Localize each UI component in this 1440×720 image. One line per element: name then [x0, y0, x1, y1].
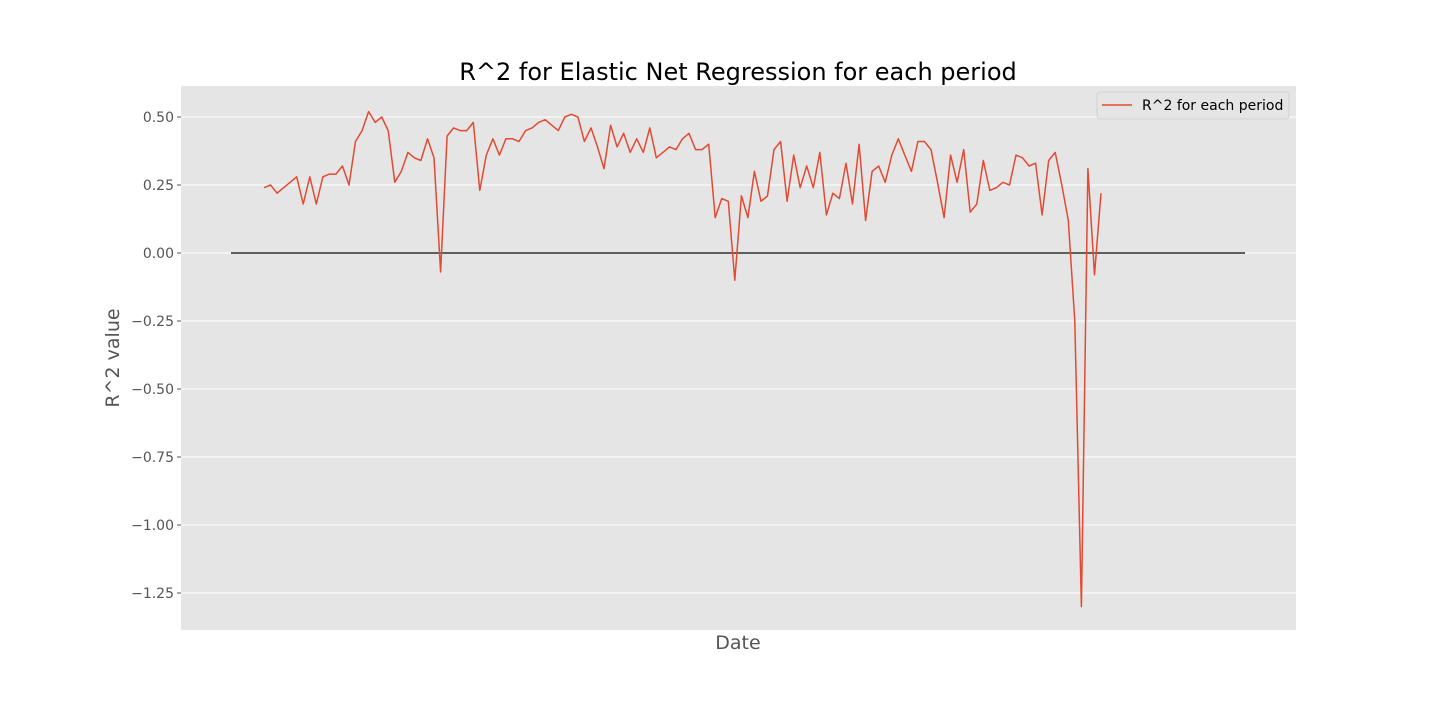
- y-tick-label: −0.50: [131, 382, 174, 398]
- series-line: [263, 110, 1102, 608]
- y-tick-label: −1.00: [131, 518, 174, 534]
- y-axis-label: R^2 value: [102, 308, 124, 407]
- y-tick-label: 0.25: [143, 178, 174, 194]
- y-tick-label: −0.75: [131, 450, 174, 466]
- y-tick-label: 0.00: [143, 246, 174, 262]
- series-group: [263, 110, 1102, 608]
- x-axis-label: Date: [715, 632, 760, 654]
- legend-label: R^2 for each period: [1142, 98, 1283, 114]
- y-tick-label: −0.25: [131, 314, 174, 330]
- legend-box: [1096, 91, 1290, 120]
- y-tick-label: −1.25: [131, 586, 174, 602]
- y-tick-label: 0.50: [143, 110, 174, 126]
- y-tick-labels: 0.50 0.25 0.00 −0.25 −0.50 −0.75 −1.00 −1.25: [131, 110, 181, 602]
- legend: R^2 for each period: [1096, 91, 1290, 120]
- plot-background: [181, 86, 1296, 630]
- chart-title: R^2 for Elastic Net Regression for each …: [459, 58, 1017, 86]
